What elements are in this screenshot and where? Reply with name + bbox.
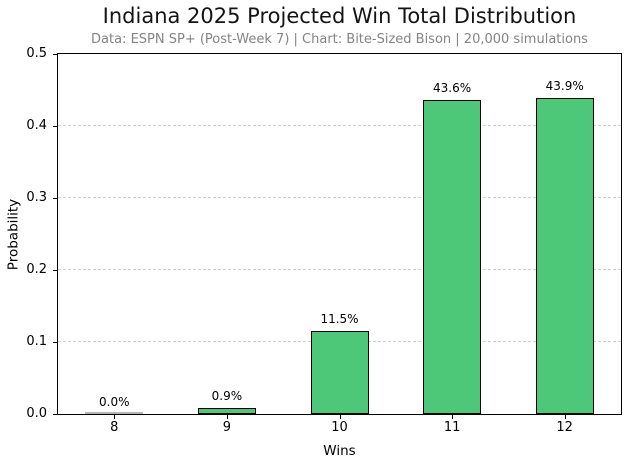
y-tick-mark (53, 270, 57, 271)
bar-9-wins (197, 407, 256, 414)
y-tick-label: 0.2 (26, 262, 47, 277)
x-tick-mark (339, 415, 341, 419)
bar-12-wins (535, 97, 594, 414)
y-tick-mark (53, 414, 57, 415)
y-tick-label: 0.0 (26, 406, 47, 421)
y-tick-mark (53, 342, 57, 343)
y-tick-mark (53, 54, 57, 55)
x-tick-mark (564, 415, 566, 419)
y-tick-label: 0.1 (26, 334, 47, 349)
x-tick-mark (226, 415, 228, 419)
bar-value-label: 11.5% (320, 312, 359, 327)
gridline (58, 125, 621, 126)
gridline (58, 197, 621, 198)
bar-value-label: 0.0% (99, 395, 130, 409)
chart-subtitle: Data: ESPN SP+ (Post-Week 7) | Chart: Bi… (91, 32, 588, 47)
bar-value-label: 0.9% (211, 388, 243, 403)
y-axis-label: Probability (5, 198, 22, 271)
bar-10-wins (310, 331, 369, 414)
bar-11-wins (423, 100, 482, 414)
x-tick-mark (114, 415, 116, 419)
chart-title: Indiana 2025 Projected Win Total Distrib… (102, 4, 577, 28)
bar-value-label: 43.6% (433, 81, 472, 96)
x-axis-label: Wins (323, 443, 356, 459)
y-tick-label: 0.3 (26, 190, 47, 205)
gridline (58, 269, 621, 270)
y-tick-mark (53, 198, 57, 199)
bar-value-label: 43.9% (545, 78, 584, 93)
x-tick-label: 8 (110, 420, 119, 435)
plot-area: 0.0% 0.9% 11.5% 43.6% 43.9% (57, 53, 622, 415)
x-tick-label: 12 (556, 420, 573, 435)
x-tick-label: 10 (331, 420, 348, 435)
y-tick-label: 0.5 (26, 46, 47, 61)
x-tick-label: 11 (443, 420, 461, 435)
y-tick-label: 0.4 (26, 118, 47, 133)
y-tick-mark (53, 126, 57, 127)
x-tick-label: 9 (222, 420, 232, 435)
x-tick-mark (452, 415, 454, 419)
bar-8-wins (85, 412, 144, 414)
